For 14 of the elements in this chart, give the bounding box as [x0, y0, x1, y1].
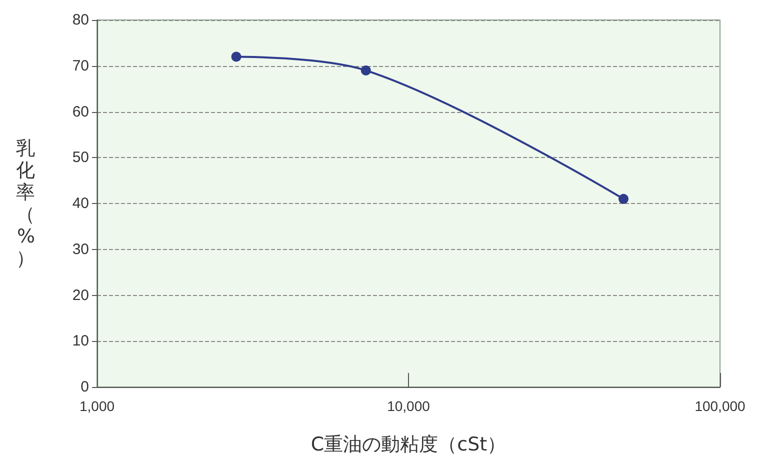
- y-axis-title: 乳化率（%）: [16, 138, 35, 270]
- y-tick-label: 10: [72, 332, 89, 350]
- y-tick-label: 50: [72, 149, 89, 166]
- y-tick-label: 60: [72, 103, 89, 120]
- x-tick-label: 1,000: [79, 398, 115, 414]
- x-tick-label: 100,000: [694, 398, 746, 414]
- y-tick-label: 20: [72, 286, 89, 304]
- x-axis-title: C重油の動粘度（cSt）: [310, 434, 506, 456]
- y-tick-label: 80: [72, 12, 89, 28]
- y-tick-label: 70: [72, 57, 89, 74]
- y-tick-label: 30: [72, 240, 89, 258]
- y-tick-label: 40: [72, 195, 89, 212]
- x-tick-label: 10,000: [387, 398, 430, 414]
- y-tick-label: 0: [80, 378, 89, 396]
